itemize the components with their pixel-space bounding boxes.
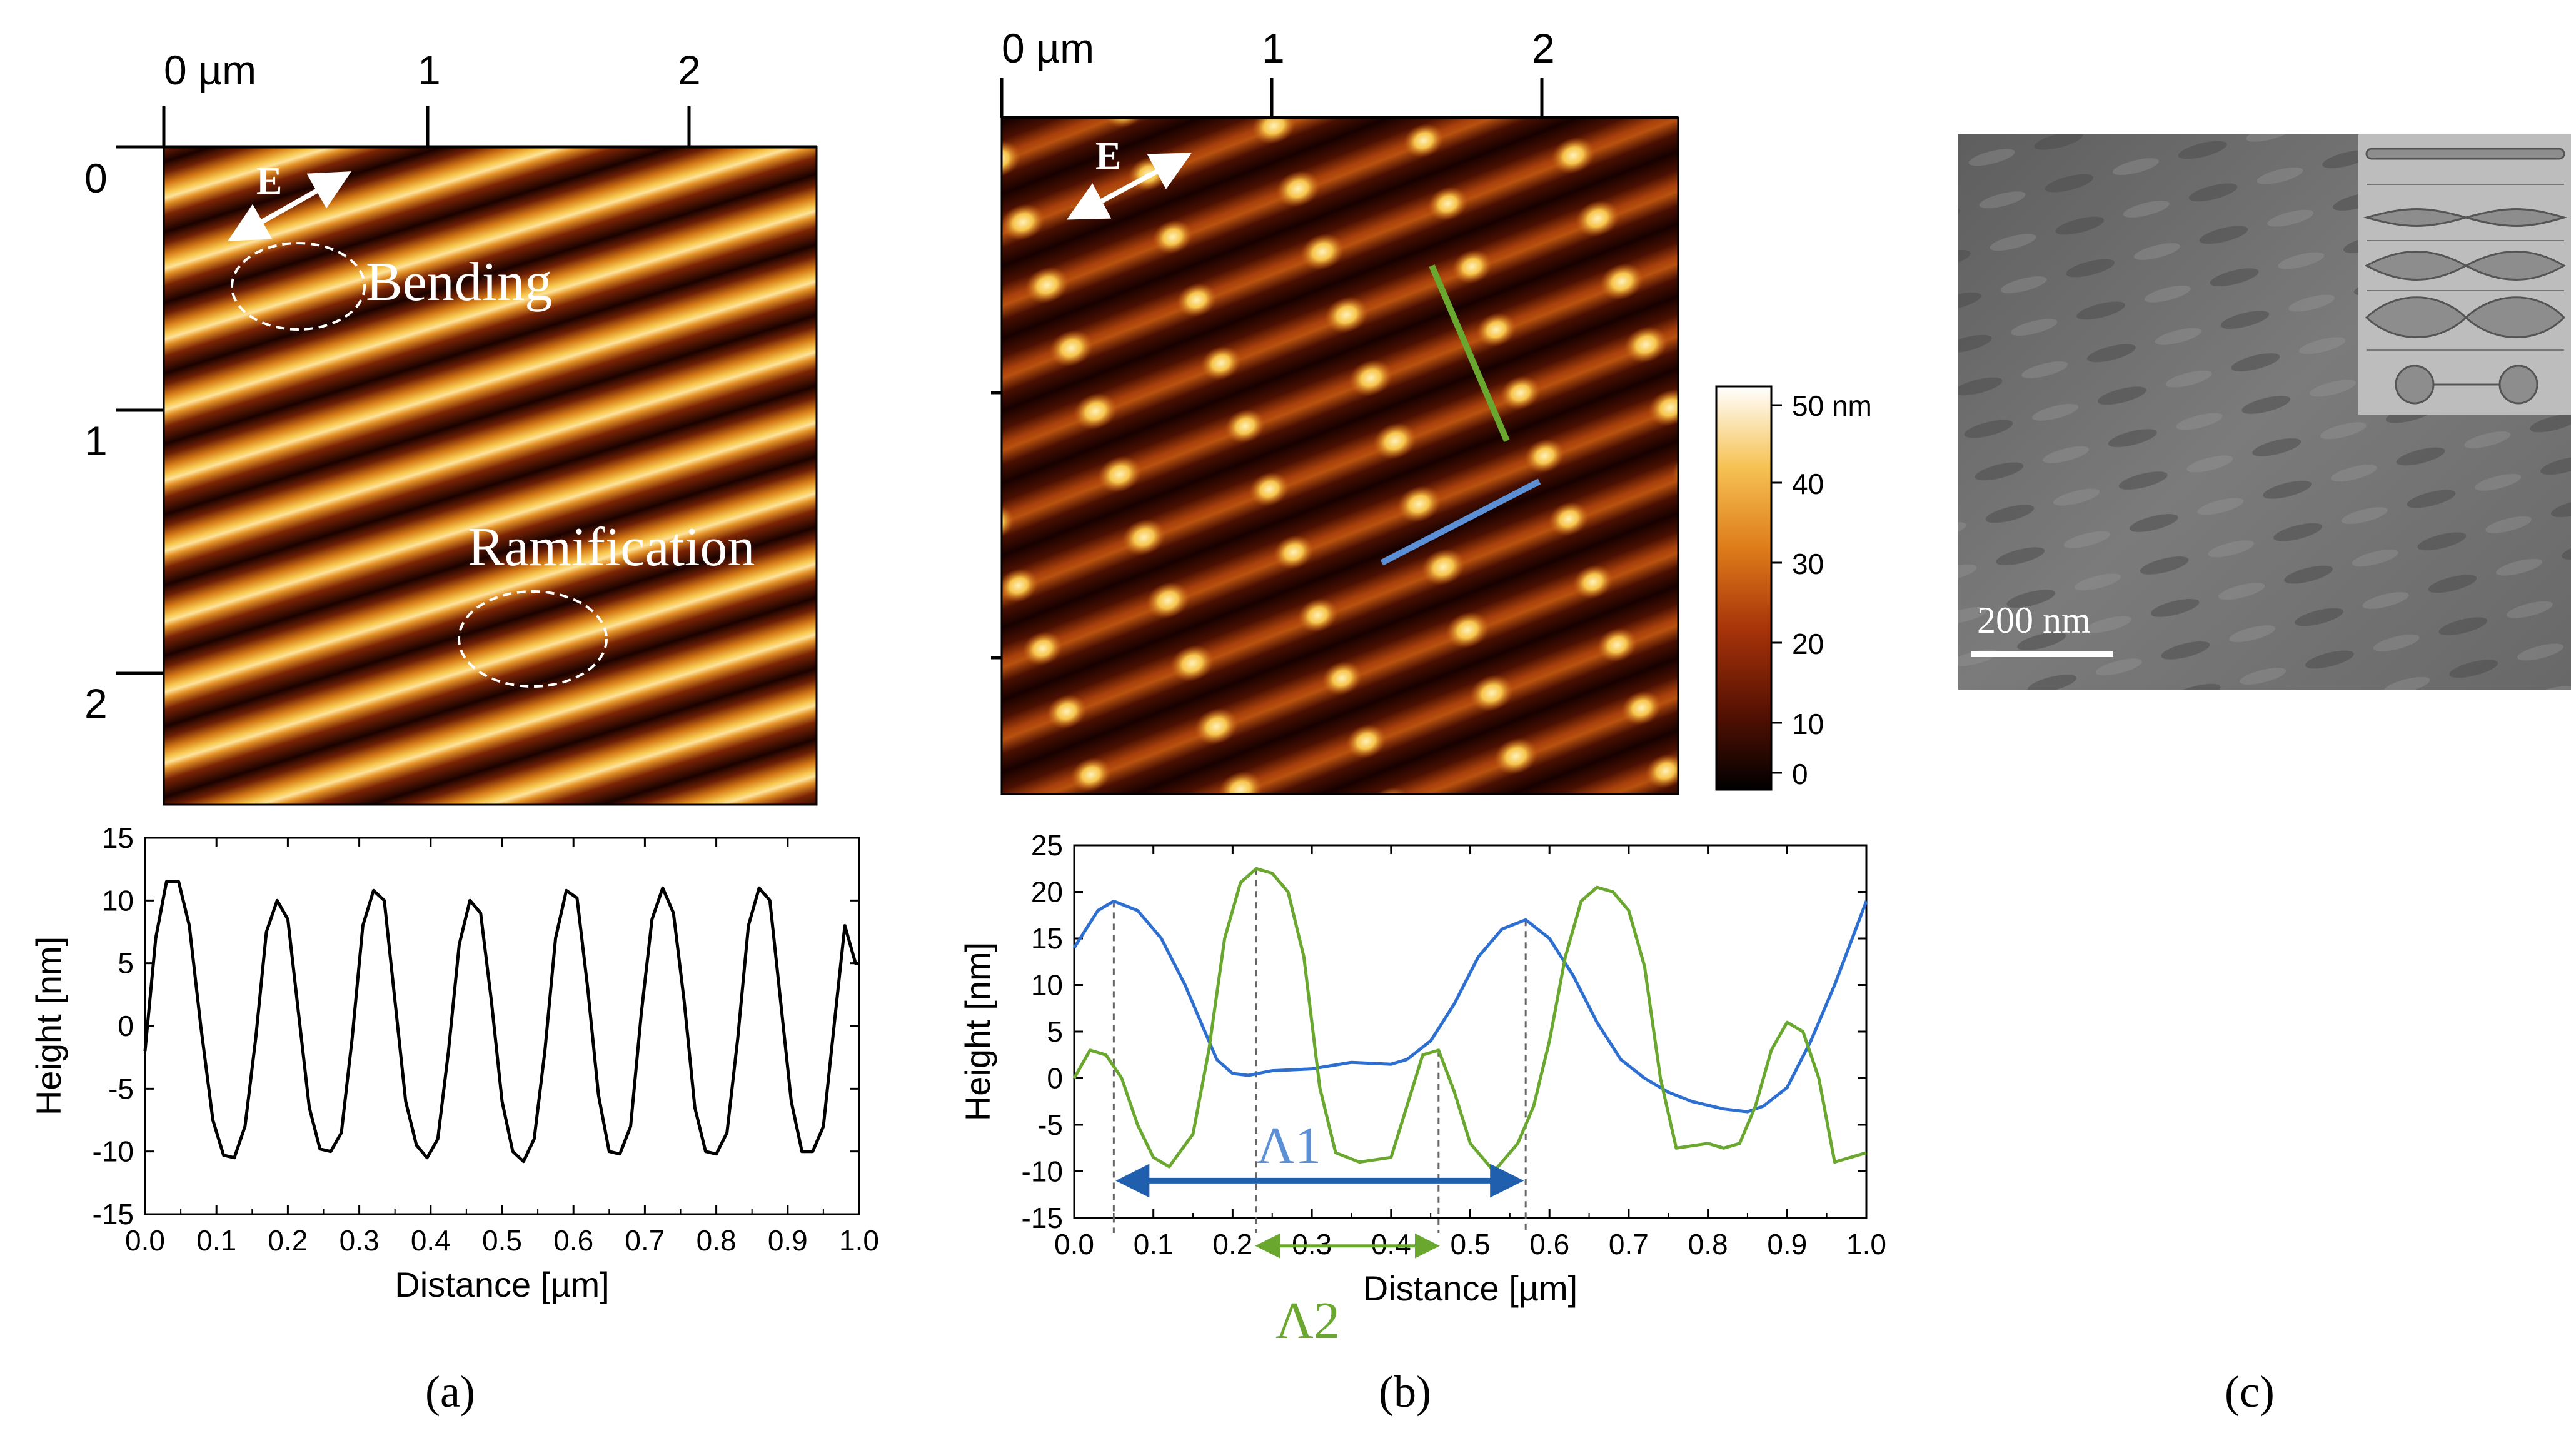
colorbar-label-20: 20 xyxy=(1792,628,1824,660)
chart-a-ytick-label: 10 xyxy=(102,884,134,917)
afm-a-left-tick-0: 0 xyxy=(84,155,108,201)
chart-b-ytick-label: 25 xyxy=(1031,829,1063,862)
colorbar-label-0: 0 xyxy=(1792,758,1808,790)
chart-a-ytick-label: 5 xyxy=(118,947,134,980)
chart-a-ylabel: Height [nm] xyxy=(29,937,68,1115)
field-arrow-b xyxy=(1066,153,1192,220)
afm-a-top-tick-0: 0 µm xyxy=(164,47,256,93)
chart-b-ytick-label: 15 xyxy=(1031,922,1063,955)
series-line-profile xyxy=(143,880,859,1164)
afm-a-left-tick-2: 2 xyxy=(84,680,108,727)
profile-line-green xyxy=(1429,264,1510,442)
series-line-blue xyxy=(1072,899,1868,1114)
chart-a-xtick-label: 0.6 xyxy=(553,1224,593,1257)
lambda1-label: Λ1 xyxy=(1257,1117,1321,1175)
chart-a-xtick-label: 0.0 xyxy=(125,1224,165,1257)
chart-b-xtick-label: 1.0 xyxy=(1846,1228,1886,1260)
panel-a-afm: 0 µm 1 2 0 1 2 E Bending Ramification xyxy=(84,47,818,806)
afm-b-top-tick-0: 0 µm xyxy=(1002,25,1094,71)
chart-b-ytick-label: 5 xyxy=(1047,1015,1063,1048)
annotation-ramification: Ramification xyxy=(468,517,755,578)
chart-b-xtick-label: 0.2 xyxy=(1212,1228,1252,1260)
chart-b-ytick-label: -5 xyxy=(1037,1109,1063,1141)
chart-b-ytick-label: 10 xyxy=(1031,969,1063,1002)
chart-b-xlabel: Distance [µm] xyxy=(1363,1269,1577,1308)
colorbar-label-40: 40 xyxy=(1792,468,1824,500)
chart-b-xtick-label: 0.6 xyxy=(1529,1228,1569,1260)
chart-b-xtick-label: 0.1 xyxy=(1134,1228,1174,1260)
chart-a-xtick-label: 0.4 xyxy=(411,1224,451,1257)
sem-inset xyxy=(2358,134,2571,415)
field-arrow-a xyxy=(228,171,351,241)
chart-a-xlabel: Distance [µm] xyxy=(395,1265,609,1304)
scale-bar-label: 200 nm xyxy=(1977,600,2091,641)
field-label-a: E xyxy=(256,160,282,203)
field-label-b: E xyxy=(1095,135,1121,178)
chart-a-ytick-label: -10 xyxy=(93,1135,134,1168)
chart-a-xtick-label: 0.3 xyxy=(340,1224,380,1257)
chart-b-xtick-label: 0.3 xyxy=(1292,1228,1332,1260)
chart-b-ytick-label: -10 xyxy=(1022,1155,1063,1188)
caption-b: (b) xyxy=(1379,1367,1431,1417)
chart-a-ytick-label: -15 xyxy=(93,1198,134,1230)
profile-line-blue xyxy=(1380,478,1541,566)
chart-a-profile: 0.0 0.1 0.2 0.3 0.4 0.5 0.6 0.7 0.8 0.9 1.0 15 10 5 0 -… xyxy=(29,822,879,1304)
caption-c: (c) xyxy=(2225,1367,2275,1417)
chart-b-xtick-label: 0.5 xyxy=(1451,1228,1491,1260)
panel-c-sem: 200 nm xyxy=(1958,134,2571,690)
series-line-green xyxy=(1072,867,1867,1173)
chart-b-xtick-label: 0.4 xyxy=(1371,1228,1411,1260)
chart-b-xtick-label: 0.0 xyxy=(1054,1228,1094,1260)
afm-image-b xyxy=(1002,118,1678,794)
chart-b-xtick-label: 0.8 xyxy=(1688,1228,1728,1260)
colorbar-label-30: 30 xyxy=(1792,548,1824,580)
colorbar-label-50: 50 nm xyxy=(1792,390,1872,422)
chart-b-profiles: 0.0 0.1 0.2 0.3 0.4 0.5 0.6 0.7 0.8 0.9 1.0 25 20 15 1… xyxy=(958,829,1886,1308)
chart-a-xtick-label: 0.9 xyxy=(768,1224,808,1257)
chart-a-ytick-label: 0 xyxy=(118,1010,134,1042)
afm-a-left-tick-1: 1 xyxy=(84,418,108,464)
chart-b-xtick-label: 0.7 xyxy=(1609,1228,1649,1260)
bending-marker xyxy=(231,242,366,331)
chart-b-ytick-label: 0 xyxy=(1047,1062,1063,1095)
chart-b-plot-frame xyxy=(1073,844,1868,1219)
colorbar-ticks xyxy=(1771,404,1782,774)
colorbar xyxy=(1715,385,1773,791)
chart-a-xtick-label: 1.0 xyxy=(839,1224,879,1257)
annotation-bending: Bending xyxy=(366,252,552,313)
lambda2-label: Λ2 xyxy=(1275,1292,1340,1350)
chart-a-xtick-label: 0.5 xyxy=(482,1224,522,1257)
chart-a-ytick-label: 15 xyxy=(102,822,134,854)
afm-b-top-tick-1: 1 xyxy=(1262,25,1285,71)
chart-a-ytick-label: -5 xyxy=(108,1072,134,1105)
chart-b-ytick-label: -15 xyxy=(1022,1202,1063,1234)
chart-a-xtick-label: 0.8 xyxy=(697,1224,737,1257)
afm-b-top-tick-2: 2 xyxy=(1532,25,1555,71)
colorbar-label-10: 10 xyxy=(1792,708,1824,740)
panel-b-afm: 0 µm 1 2 E 50 nm 40 30 20 10 0 xyxy=(991,25,1872,795)
afm-a-top-tick-2: 2 xyxy=(678,47,701,93)
chart-b-ytick-label: 20 xyxy=(1031,876,1063,908)
afm-a-top-tick-1: 1 xyxy=(418,47,441,93)
caption-a: (a) xyxy=(425,1367,475,1417)
chart-a-xtick-label: 0.7 xyxy=(625,1224,665,1257)
chart-b-ylabel: Height [nm] xyxy=(958,942,997,1121)
afm-image-a xyxy=(164,147,817,805)
chart-a-xtick-label: 0.1 xyxy=(196,1224,236,1257)
chart-a-xtick-label: 0.2 xyxy=(268,1224,308,1257)
chart-b-xtick-label: 0.9 xyxy=(1767,1228,1807,1260)
ramification-marker xyxy=(458,590,608,688)
chart-a-plot-frame xyxy=(144,837,860,1215)
